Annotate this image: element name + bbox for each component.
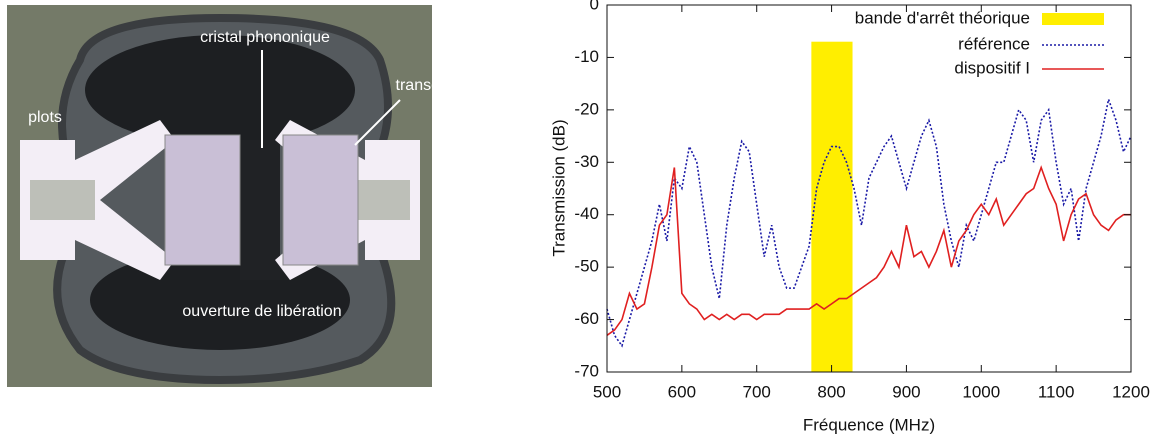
- y-tick-label: -50: [574, 257, 599, 276]
- legend-label: référence: [958, 34, 1030, 53]
- y-tick-label: -30: [574, 152, 599, 171]
- y-tick-label: -10: [574, 47, 599, 66]
- x-tick-label: 700: [743, 382, 771, 401]
- x-axis-label: Fréquence (MHz): [803, 415, 935, 434]
- y-tick-label: -20: [574, 99, 599, 118]
- micrograph: cristal phononique transducteur plots ou…: [7, 5, 485, 387]
- x-tick-label: 600: [668, 382, 696, 401]
- y-tick-label: 0: [590, 0, 599, 13]
- y-tick-label: -60: [574, 309, 599, 328]
- plot-frame: [606, 4, 1132, 373]
- x-tick-label: 1200: [1112, 382, 1150, 401]
- series-line: [606, 165, 1131, 336]
- y-tick-label: -40: [574, 204, 599, 223]
- x-tick-label: 500: [593, 382, 621, 401]
- x-tick-label: 900: [892, 382, 920, 401]
- y-tick-label: -70: [574, 361, 599, 380]
- legend-label: bande d'arrêt théorique: [855, 8, 1030, 27]
- chart: Fréquence (MHz) Transmission (dB) 500 600…: [549, 0, 1149, 434]
- y-axis-label: Transmission (dB): [549, 119, 568, 256]
- legend-label: dispositif I: [954, 58, 1030, 77]
- image-label: plots: [28, 109, 62, 126]
- x-tick-label: 1100: [1038, 382, 1075, 401]
- image-label: ouverture de libération: [182, 303, 341, 320]
- x-tick-label: 1000: [962, 382, 1000, 401]
- series-line: [606, 96, 1132, 348]
- stop-band: [811, 41, 853, 372]
- legend-swatch: [1042, 13, 1104, 25]
- image-label: cristal phononique: [200, 29, 330, 46]
- x-tick-label: 800: [817, 382, 845, 401]
- image-label: transducteur: [396, 77, 486, 94]
